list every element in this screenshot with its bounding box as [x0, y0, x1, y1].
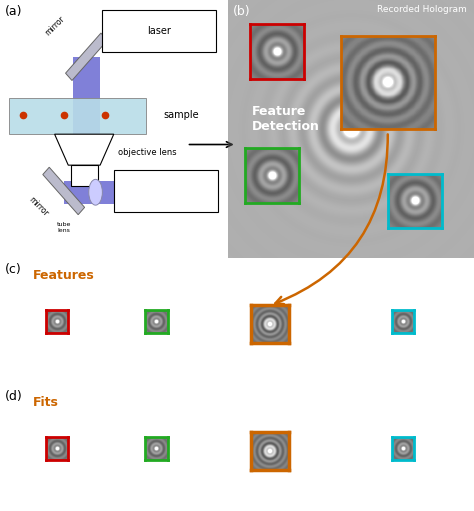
- Polygon shape: [64, 180, 125, 204]
- Text: (d): (d): [5, 389, 22, 403]
- Text: Features: Features: [33, 269, 95, 282]
- Bar: [71, 165, 98, 186]
- Text: hologram: hologram: [283, 355, 323, 364]
- Text: (c): (c): [5, 263, 21, 276]
- Text: laser: laser: [147, 26, 171, 36]
- Text: Feature
Detection: Feature Detection: [252, 105, 320, 133]
- Text: Fits: Fits: [33, 396, 59, 409]
- Polygon shape: [55, 134, 114, 165]
- Text: objective lens: objective lens: [118, 148, 177, 157]
- Text: sample: sample: [164, 110, 200, 120]
- Text: (a): (a): [5, 5, 22, 18]
- Bar: [114, 170, 219, 212]
- Text: mirror: mirror: [43, 14, 66, 37]
- Bar: [102, 10, 216, 52]
- Polygon shape: [43, 167, 85, 215]
- Ellipse shape: [89, 179, 102, 205]
- Text: (b): (b): [232, 5, 250, 18]
- Polygon shape: [73, 57, 100, 134]
- Text: tube
lens: tube lens: [56, 222, 71, 233]
- Text: Recorded Hologram: Recorded Hologram: [377, 5, 466, 14]
- Text: mirror: mirror: [27, 195, 50, 218]
- Text: fit: fit: [299, 482, 308, 491]
- Polygon shape: [65, 33, 108, 81]
- Text: video
camera: video camera: [150, 181, 182, 201]
- Bar: [9, 98, 146, 134]
